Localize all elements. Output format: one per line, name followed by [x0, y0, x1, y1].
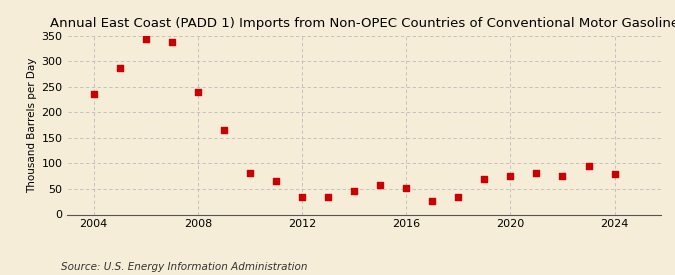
Point — [531, 170, 542, 175]
Point — [583, 164, 594, 168]
Point — [427, 199, 437, 203]
Point — [192, 90, 203, 94]
Point — [610, 171, 620, 176]
Y-axis label: Thousand Barrels per Day: Thousand Barrels per Day — [28, 57, 37, 193]
Point — [349, 189, 360, 193]
Point — [88, 92, 99, 97]
Point — [296, 194, 307, 199]
Point — [219, 128, 230, 133]
Point — [505, 174, 516, 178]
Point — [271, 179, 281, 183]
Point — [375, 183, 385, 188]
Point — [323, 194, 333, 199]
Point — [557, 174, 568, 178]
Point — [479, 177, 490, 181]
Point — [114, 66, 125, 70]
Text: Source: U.S. Energy Information Administration: Source: U.S. Energy Information Administ… — [61, 262, 307, 272]
Point — [166, 40, 177, 45]
Point — [244, 170, 255, 175]
Point — [453, 194, 464, 199]
Point — [140, 37, 151, 42]
Point — [401, 186, 412, 190]
Title: Annual East Coast (PADD 1) Imports from Non-OPEC Countries of Conventional Motor: Annual East Coast (PADD 1) Imports from … — [50, 17, 675, 31]
